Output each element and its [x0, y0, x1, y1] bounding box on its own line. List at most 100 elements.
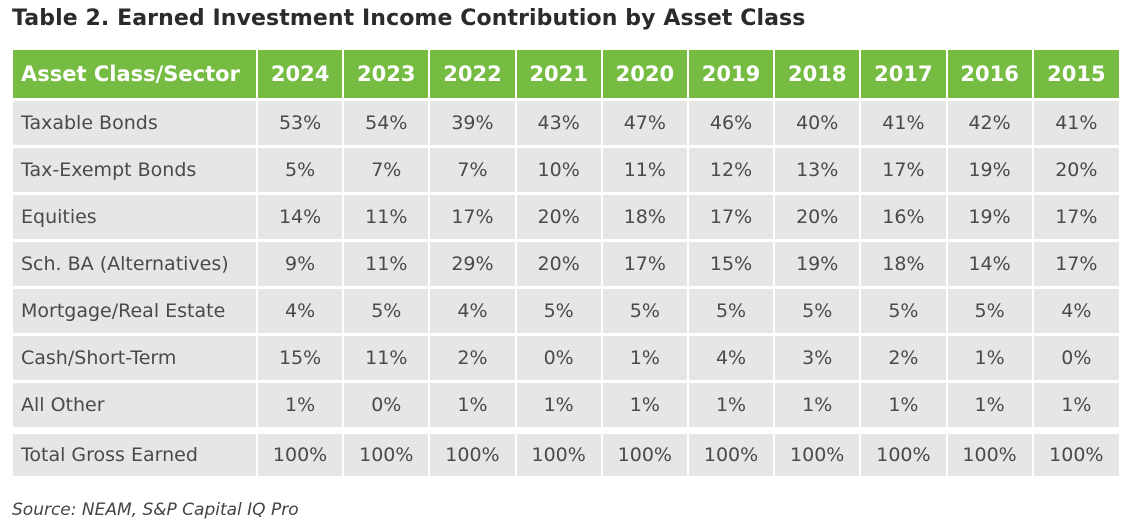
- value-cell: 5%: [860, 286, 948, 335]
- value-cell: 17%: [687, 192, 776, 241]
- value-cell: 4%: [429, 286, 517, 335]
- value-cell: 17%: [429, 192, 517, 241]
- value-cell: 1%: [601, 380, 689, 431]
- value-cell: 5%: [515, 286, 603, 335]
- value-cell: 100%: [343, 427, 431, 476]
- value-cell: 100%: [946, 427, 1034, 476]
- header-cell: 2022: [429, 50, 517, 100]
- value-cell: 41%: [1032, 98, 1119, 147]
- value-cell: 100%: [687, 427, 776, 476]
- value-cell: 17%: [860, 145, 948, 194]
- value-cell: 1%: [257, 380, 345, 431]
- table-row: Tax-Exempt Bonds 5% 7% 7% 10% 11% 12% 13% 17% 19%…: [13, 145, 1119, 194]
- value-cell: 3%: [774, 333, 862, 382]
- value-cell: 4%: [1032, 286, 1119, 335]
- value-cell: 13%: [774, 145, 862, 194]
- value-cell: 29%: [429, 239, 517, 288]
- value-cell: 7%: [429, 145, 517, 194]
- table-row: Mortgage/Real Estate 4% 5% 4% 5% 5% 5% 5% 5% 5% 4%: [13, 286, 1119, 335]
- value-cell: 100%: [257, 427, 345, 476]
- header-cell: 2021: [515, 50, 603, 100]
- value-cell: 0%: [343, 380, 431, 431]
- value-cell: 42%: [946, 98, 1034, 147]
- value-cell: 0%: [515, 333, 603, 382]
- row-label-cell: Sch. BA (Alternatives): [13, 239, 258, 288]
- value-cell: 4%: [257, 286, 345, 335]
- value-cell: 5%: [687, 286, 776, 335]
- value-cell: 40%: [774, 98, 862, 147]
- value-cell: 16%: [860, 192, 948, 241]
- table-row: Equities 14% 11% 17% 20% 18% 17% 20% 16% 19% 17%: [13, 192, 1119, 241]
- value-cell: 100%: [429, 427, 517, 476]
- value-cell: 54%: [343, 98, 431, 147]
- value-cell: 2%: [429, 333, 517, 382]
- header-cell: 2024: [257, 50, 345, 100]
- value-cell: 1%: [946, 333, 1034, 382]
- value-cell: 1%: [515, 380, 603, 431]
- value-cell: 7%: [343, 145, 431, 194]
- value-cell: 5%: [601, 286, 689, 335]
- table-row: Taxable Bonds 53% 54% 39% 43% 47% 46% 40% 41% 42%…: [13, 98, 1119, 147]
- value-cell: 39%: [429, 98, 517, 147]
- header-row: Asset Class/Sector 2024 2023 2022 2021 2…: [13, 50, 1119, 100]
- income-contribution-table: Asset Class/Sector 2024 2023 2022 2021 2…: [13, 50, 1119, 476]
- value-cell: 17%: [1032, 192, 1119, 241]
- table-title: Table 2. Earned Investment Income Contri…: [12, 6, 806, 31]
- header-cell: 2018: [774, 50, 862, 100]
- value-cell: 11%: [343, 239, 431, 288]
- value-cell: 17%: [601, 239, 689, 288]
- value-cell: 11%: [343, 333, 431, 382]
- value-cell: 15%: [257, 333, 345, 382]
- row-label-cell: Tax-Exempt Bonds: [13, 145, 258, 194]
- value-cell: 19%: [774, 239, 862, 288]
- value-cell: 20%: [515, 239, 603, 288]
- value-cell: 12%: [687, 145, 776, 194]
- value-cell: 100%: [1032, 427, 1119, 476]
- value-cell: 19%: [946, 192, 1034, 241]
- value-cell: 100%: [601, 427, 689, 476]
- header-cell: 2020: [601, 50, 689, 100]
- value-cell: 15%: [687, 239, 776, 288]
- table-row: Sch. BA (Alternatives) 9% 11% 29% 20% 17% 15% 1…: [13, 239, 1119, 288]
- value-cell: 5%: [343, 286, 431, 335]
- header-cell: Asset Class/Sector: [13, 50, 258, 100]
- value-cell: 0%: [1032, 333, 1119, 382]
- table-row: Cash/Short-Term 15% 11% 2% 0% 1% 4% 3% 2% 1% 0%: [13, 333, 1119, 382]
- row-label-cell: Taxable Bonds: [13, 98, 258, 147]
- value-cell: 10%: [515, 145, 603, 194]
- value-cell: 4%: [687, 333, 776, 382]
- header-cell: 2016: [946, 50, 1034, 100]
- row-label-cell: Cash/Short-Term: [13, 333, 258, 382]
- value-cell: 1%: [774, 380, 862, 431]
- table-row: All Other 1% 0% 1% 1% 1% 1% 1% 1% 1% 1%: [13, 380, 1119, 431]
- value-cell: 100%: [515, 427, 603, 476]
- value-cell: 41%: [860, 98, 948, 147]
- row-label-cell: Mortgage/Real Estate: [13, 286, 258, 335]
- header-cell: 2019: [687, 50, 776, 100]
- value-cell: 17%: [1032, 239, 1119, 288]
- header-cell: 2017: [860, 50, 948, 100]
- value-cell: 14%: [946, 239, 1034, 288]
- value-cell: 100%: [860, 427, 948, 476]
- value-cell: 18%: [860, 239, 948, 288]
- source-note: Source: NEAM, S&P Capital IQ Pro: [12, 500, 299, 520]
- row-label-cell: Equities: [13, 192, 258, 241]
- value-cell: 1%: [1032, 380, 1119, 431]
- value-cell: 1%: [860, 380, 948, 431]
- value-cell: 2%: [860, 333, 948, 382]
- value-cell: 1%: [601, 333, 689, 382]
- value-cell: 14%: [257, 192, 345, 241]
- header-cell: 2015: [1032, 50, 1119, 100]
- value-cell: 46%: [687, 98, 776, 147]
- value-cell: 47%: [601, 98, 689, 147]
- value-cell: 100%: [774, 427, 862, 476]
- value-cell: 19%: [946, 145, 1034, 194]
- value-cell: 5%: [774, 286, 862, 335]
- value-cell: 11%: [601, 145, 689, 194]
- header-cell: 2023: [343, 50, 431, 100]
- value-cell: 1%: [687, 380, 776, 431]
- value-cell: 5%: [257, 145, 345, 194]
- value-cell: 20%: [515, 192, 603, 241]
- value-cell: 9%: [257, 239, 345, 288]
- value-cell: 5%: [946, 286, 1034, 335]
